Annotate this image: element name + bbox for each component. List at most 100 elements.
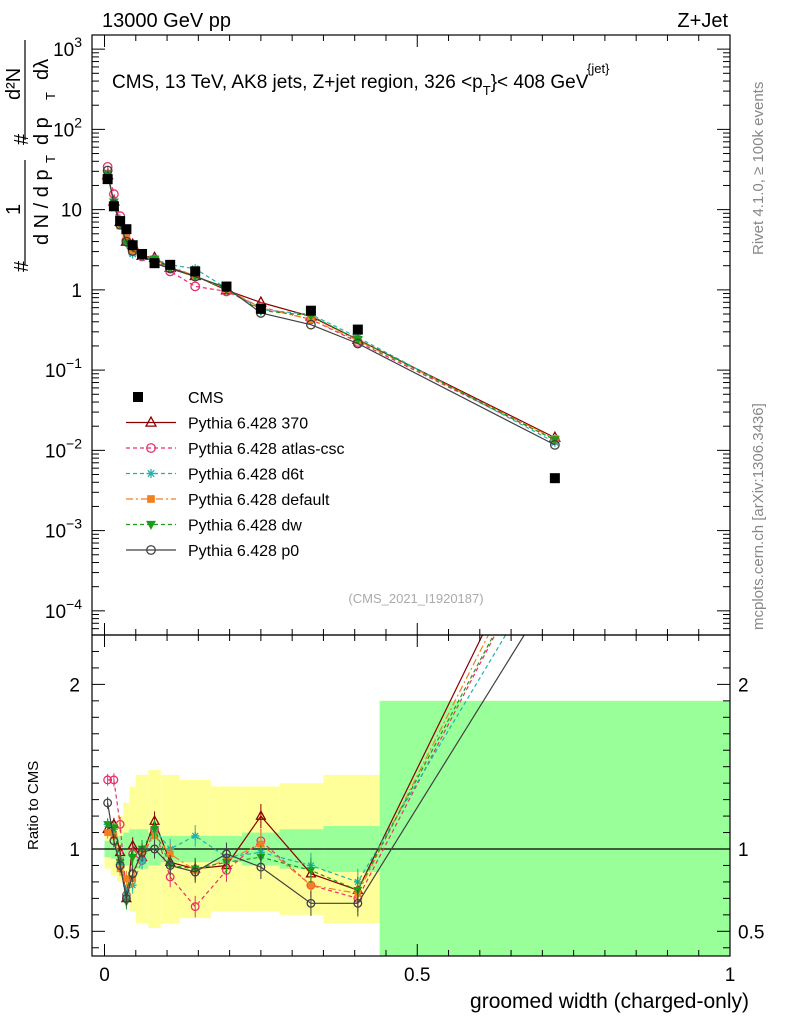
- series-point-ratio: [255, 809, 267, 820]
- series-point-ratio: [103, 821, 113, 830]
- series-line-ratio: [107, 635, 507, 897]
- series-point-ratio: [190, 902, 200, 912]
- series-point-ratio: [109, 836, 119, 846]
- legend-marker: [147, 495, 155, 503]
- y-tick-label-ratio: 0.5: [54, 922, 80, 943]
- y-tick-label-ratio-right: 2: [738, 675, 749, 696]
- x-tick-label: 1: [725, 965, 736, 986]
- y-tick-label-top: 1: [71, 281, 82, 302]
- legend-marker: [146, 520, 156, 530]
- series-point-ratio: [306, 898, 316, 908]
- y-tick-label-ratio-right: 0.5: [738, 922, 764, 943]
- cms-data-point: [190, 266, 201, 277]
- series-point-top: [352, 338, 363, 349]
- cms-data-point: [549, 473, 560, 484]
- y-axis-title-top: # 1 d N / d p T # d²N d p T dλ: [3, 40, 58, 272]
- yt-dl: dλ: [31, 59, 53, 80]
- series-line-top: [107, 175, 556, 439]
- yt-t2: T: [43, 92, 58, 100]
- series-point-ratio: [128, 854, 138, 863]
- y-tick-label-top: 102: [53, 114, 82, 141]
- series-point-ratio: [165, 861, 175, 870]
- legend-marker: [146, 545, 156, 555]
- title-main: CMS, 13 TeV, AK8 jets, Z+jet region, 326…: [112, 72, 483, 93]
- series-point-ratio: [551, 500, 558, 507]
- series-point-ratio: [150, 826, 159, 835]
- star-stroke: [147, 469, 155, 478]
- cms-data-point: [221, 281, 232, 292]
- cms-data-point: [108, 201, 119, 212]
- legend-cms-label: CMS: [188, 390, 224, 407]
- series-point-ratio: [550, 482, 559, 490]
- cms-data-point: [255, 303, 266, 314]
- series-point-ratio: [115, 819, 125, 829]
- series-point-ratio: [109, 775, 119, 785]
- plot-title: CMS, 13 TeV, AK8 jets, Z+jet region, 326…: [112, 61, 610, 98]
- frame-ratio: [91, 634, 731, 957]
- series-point-ratio: [256, 862, 266, 872]
- series-point-top: [122, 232, 131, 240]
- title-sup: {jet}: [587, 61, 610, 76]
- cms-data-point: [352, 324, 363, 335]
- legend-cms-marker: [133, 392, 143, 402]
- legend-marker: [146, 443, 156, 453]
- legend-label: Pythia 6.428 p0: [188, 543, 299, 560]
- series-line-top: [107, 174, 556, 443]
- star-stroke: [552, 550, 558, 556]
- y-tick-label-top: 10−1: [45, 355, 82, 382]
- series-line-top: [107, 175, 556, 440]
- series-point-ratio: [307, 881, 315, 889]
- ratio-plot-marks: [92, 482, 730, 918]
- star-stroke: [191, 832, 199, 840]
- y-axis-title-ratio: Ratio to CMS: [25, 761, 42, 850]
- legend-label: Pythia 6.428 atlas-csc: [188, 441, 345, 458]
- series-point-ratio: [222, 849, 231, 859]
- series-point-top: [352, 335, 363, 345]
- y-tick-label-ratio: 1: [69, 840, 80, 861]
- series-point-ratio: [137, 847, 147, 857]
- series-point-ratio: [353, 898, 363, 908]
- series-point-ratio: [123, 875, 130, 883]
- cms-data-point: [102, 174, 113, 185]
- cms-data-point: [165, 259, 176, 270]
- header-right-label: Z+Jet: [677, 10, 728, 32]
- series-line-ratio: [107, 635, 496, 908]
- yt-dn: d N / d p: [31, 169, 53, 245]
- x-tick-label: 0: [99, 965, 110, 986]
- series-line-ratio: [107, 635, 495, 902]
- cms-data-point: [127, 240, 138, 251]
- legend-label: Pythia 6.428 d6t: [188, 467, 304, 484]
- y-tick-label-ratio: 2: [69, 675, 80, 696]
- cms-data-point: [149, 258, 160, 269]
- series-point-ratio: [150, 844, 159, 854]
- series-line-ratio: [107, 635, 490, 895]
- x-tick-label: 0.5: [404, 965, 430, 986]
- series-point-ratio: [103, 775, 113, 785]
- yt-hash1: #: [11, 260, 33, 272]
- series-point-ratio: [306, 867, 316, 876]
- legend-label: Pythia 6.428 370: [188, 416, 308, 433]
- series-point-ratio: [103, 798, 113, 808]
- y-tick-label-top: 10: [61, 201, 82, 222]
- rivet-label: Rivet 4.1.0, ≥ 100k events: [750, 82, 767, 255]
- y-tick-label-top: 10−2: [45, 435, 82, 462]
- series-point-ratio: [104, 829, 112, 836]
- y-tick-label-ratio-right: 1: [738, 840, 749, 861]
- series-line-top: [107, 166, 556, 441]
- legend-marker: [144, 415, 158, 427]
- series-point-ratio: [550, 517, 559, 525]
- series-point-top: [549, 439, 560, 450]
- cms-data-point: [305, 305, 316, 316]
- cms-data-point: [115, 216, 126, 227]
- series-point-ratio: [166, 850, 174, 858]
- main-plot-marks: [101, 161, 561, 484]
- y-tick-label-top: 10−4: [45, 596, 82, 623]
- legend-marker: [146, 469, 156, 478]
- series-point-ratio: [551, 549, 559, 557]
- series-point-ratio: [128, 869, 138, 879]
- y-tick-label-top: 10−3: [45, 516, 82, 543]
- yt-one: 1: [3, 204, 25, 215]
- title-sub: T: [483, 83, 491, 98]
- y-tick-label-top: 103: [53, 34, 82, 61]
